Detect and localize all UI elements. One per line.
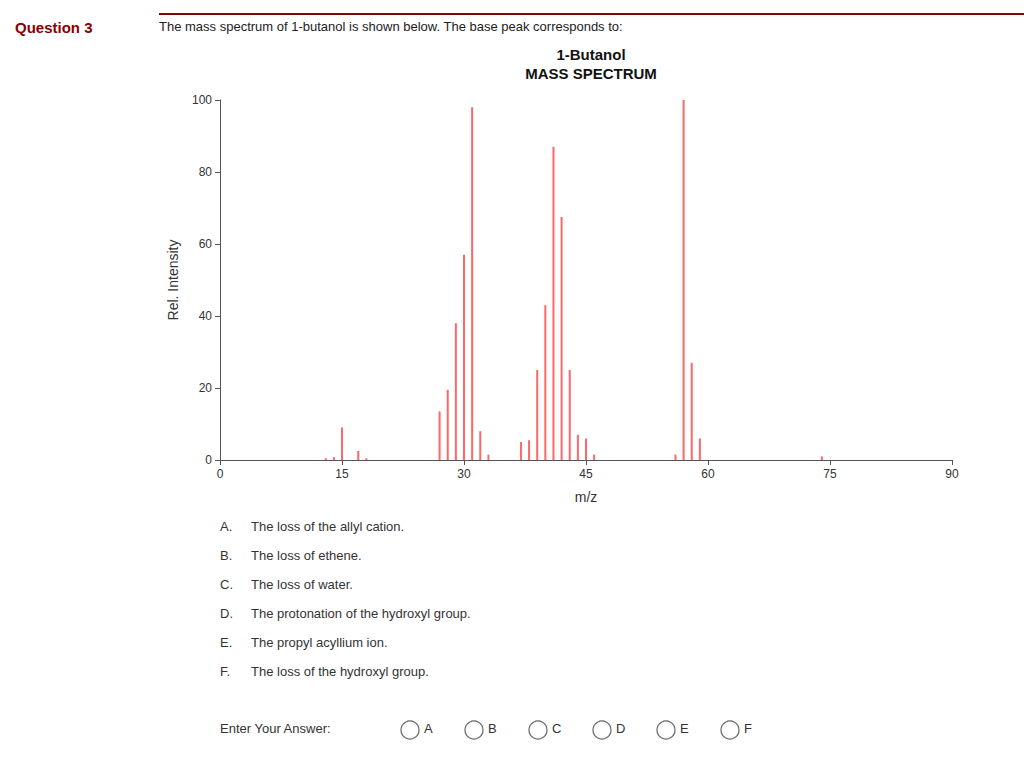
svg-text:Question 3: Question 3 <box>15 19 93 36</box>
svg-text:100: 100 <box>192 93 212 107</box>
svg-text:E.: E. <box>220 635 232 650</box>
svg-text:The loss of the hydroxyl group: The loss of the hydroxyl group. <box>251 664 429 679</box>
svg-text:80: 80 <box>199 165 213 179</box>
svg-text:C.: C. <box>220 577 233 592</box>
svg-text:Rel. Intensity: Rel. Intensity <box>165 240 181 321</box>
svg-text:The protonation of the hydroxy: The protonation of the hydroxyl group. <box>251 606 471 621</box>
svg-text:The loss of the allyl cation.: The loss of the allyl cation. <box>251 519 404 534</box>
svg-text:F.: F. <box>220 664 230 679</box>
svg-text:30: 30 <box>457 467 471 481</box>
svg-text:D.: D. <box>220 606 233 621</box>
svg-text:The mass spectrum of 1-butanol: The mass spectrum of 1-butanol is shown … <box>159 19 623 34</box>
svg-text:The loss of water.: The loss of water. <box>251 577 353 592</box>
svg-text:The propyl acyllium ion.: The propyl acyllium ion. <box>251 635 388 650</box>
svg-text:C: C <box>552 721 561 736</box>
svg-text:45: 45 <box>579 467 593 481</box>
svg-text:A.: A. <box>220 519 232 534</box>
svg-text:The loss of ethene.: The loss of ethene. <box>251 548 362 563</box>
svg-text:75: 75 <box>823 467 837 481</box>
svg-text:F: F <box>744 721 752 736</box>
svg-text:B: B <box>488 721 497 736</box>
svg-text:Enter Your Answer:: Enter Your Answer: <box>220 721 331 736</box>
svg-text:A: A <box>424 721 433 736</box>
svg-text:90: 90 <box>945 467 959 481</box>
svg-text:E: E <box>680 721 689 736</box>
svg-text:MASS SPECTRUM: MASS SPECTRUM <box>525 65 657 82</box>
svg-text:1-Butanol: 1-Butanol <box>556 46 625 63</box>
svg-text:D: D <box>616 721 625 736</box>
svg-text:B.: B. <box>220 548 232 563</box>
svg-text:15: 15 <box>335 467 349 481</box>
svg-text:40: 40 <box>199 309 213 323</box>
svg-text:60: 60 <box>199 237 213 251</box>
svg-text:20: 20 <box>199 381 213 395</box>
svg-text:0: 0 <box>205 453 212 467</box>
svg-text:0: 0 <box>217 467 224 481</box>
svg-text:m/z: m/z <box>575 489 598 505</box>
svg-text:60: 60 <box>701 467 715 481</box>
